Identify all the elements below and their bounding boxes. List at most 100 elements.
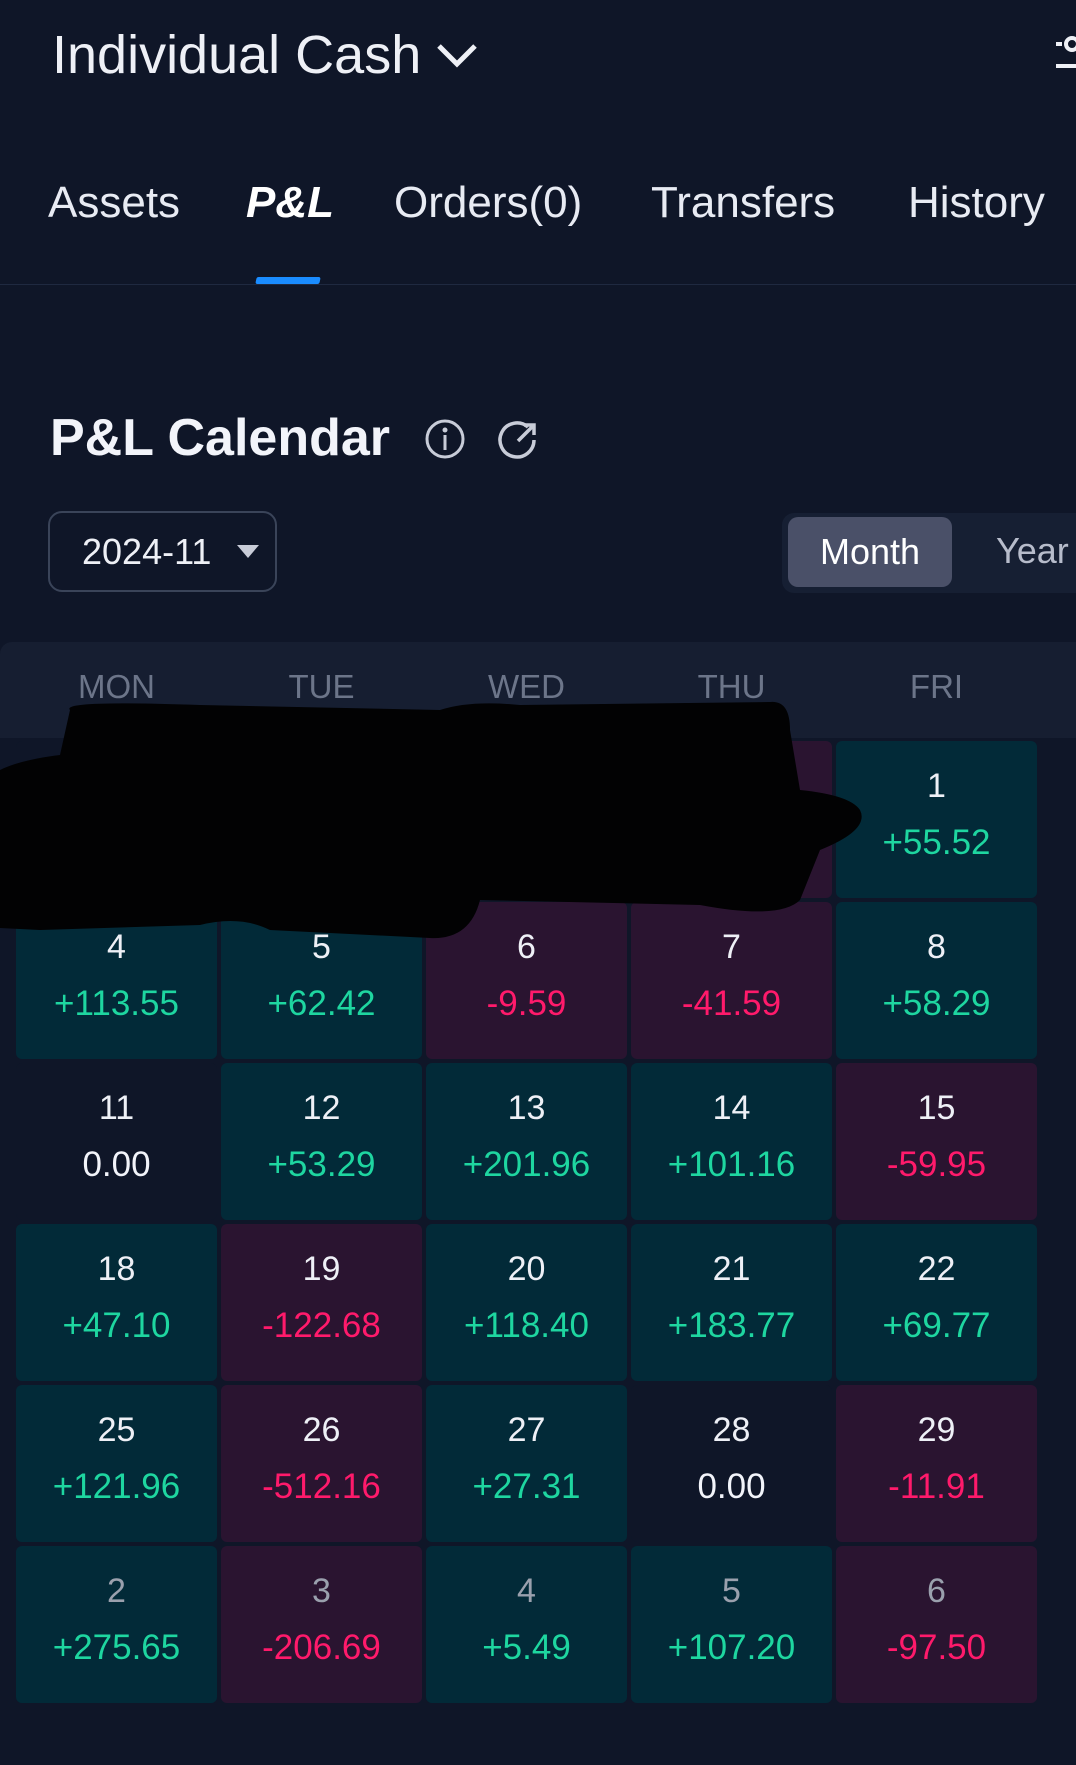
- calendar-day-cell[interactable]: 12 +53.29: [221, 1063, 422, 1220]
- account-name: Individual Cash: [52, 25, 422, 85]
- calendar-day-cell[interactable]: 4 +5.49: [426, 1546, 627, 1703]
- chevron-down-icon: [437, 44, 478, 68]
- menu-icon[interactable]: [1054, 36, 1076, 76]
- calendar-day-cell[interactable]: 26 -512.16: [221, 1385, 422, 1542]
- month-dropdown[interactable]: 2024-11: [48, 511, 277, 592]
- day-number: 14: [712, 1089, 751, 1127]
- calendar-day-cell[interactable]: 20 +118.40: [426, 1224, 627, 1381]
- weekday-wed: WED: [488, 668, 565, 705]
- year-view-button[interactable]: Year: [996, 530, 1069, 571]
- caret-down-icon: [237, 545, 260, 558]
- calendar-day-cell[interactable]: 2 +275.65: [16, 1546, 217, 1703]
- calendar-day-cell[interactable]: 11 0.00: [16, 1063, 217, 1220]
- pnl-calendar-title: P&L Calendar: [50, 409, 391, 467]
- redaction-overlay: [0, 701, 862, 939]
- calendar-day-cell[interactable]: 1 +55.52: [836, 741, 1037, 898]
- calendar-day-cell[interactable]: 3 -206.69: [221, 1546, 422, 1703]
- day-pnl-value: 0.00: [697, 1467, 766, 1506]
- calendar-day-cell[interactable]: 8 +58.29: [836, 902, 1037, 1059]
- day-pnl-value: +5.49: [482, 1628, 571, 1667]
- calendar-day-cell[interactable]: 22 +69.77: [836, 1224, 1037, 1381]
- day-number: 29: [917, 1411, 956, 1449]
- active-tab-indicator: [255, 277, 321, 284]
- day-number: 20: [507, 1250, 546, 1288]
- day-number: 4: [517, 1572, 536, 1610]
- selected-month: 2024-11: [82, 530, 212, 572]
- day-pnl-value: -41.59: [681, 984, 782, 1023]
- day-pnl-value: +118.40: [464, 1306, 589, 1345]
- calendar-day-cell[interactable]: 28 0.00: [631, 1385, 832, 1542]
- day-number: 18: [97, 1250, 136, 1288]
- day-pnl-value: +47.10: [62, 1306, 171, 1345]
- day-pnl-value: +55.52: [882, 823, 991, 862]
- day-pnl-value: +121.96: [52, 1467, 181, 1506]
- day-number: 1: [927, 767, 946, 805]
- day-pnl-value: +113.55: [54, 984, 179, 1023]
- day-pnl-value: +69.77: [882, 1306, 991, 1345]
- day-pnl-value: -11.91: [888, 1467, 985, 1506]
- day-number: 7: [722, 928, 741, 966]
- day-number: 8: [927, 928, 946, 966]
- day-pnl-value: 0.00: [82, 1145, 151, 1184]
- calendar-day-cell[interactable]: 13 +201.96: [426, 1063, 627, 1220]
- day-pnl-value: +53.29: [267, 1145, 376, 1184]
- day-pnl-value: +183.77: [667, 1306, 796, 1345]
- day-pnl-value: +27.31: [472, 1467, 581, 1506]
- month-view-button[interactable]: Month: [788, 517, 952, 587]
- calendar-day-cell[interactable]: 29 -11.91: [836, 1385, 1037, 1542]
- day-pnl-value: -206.69: [262, 1628, 381, 1667]
- day-number: 21: [712, 1250, 751, 1288]
- day-number: 27: [507, 1411, 546, 1449]
- calendar-day-cell[interactable]: 18 +47.10: [16, 1224, 217, 1381]
- day-number: 5: [722, 1572, 741, 1610]
- day-number: 15: [917, 1089, 956, 1127]
- weekday-tue: TUE: [288, 668, 355, 705]
- calendar-day-cell[interactable]: 5 +107.20: [631, 1546, 832, 1703]
- day-pnl-value: -122.68: [262, 1306, 381, 1345]
- account-selector[interactable]: Individual Cash: [52, 24, 479, 86]
- day-pnl-value: -97.50: [886, 1628, 987, 1667]
- day-pnl-value: +58.29: [882, 984, 991, 1023]
- day-number: 3: [312, 1572, 331, 1610]
- tab-orders[interactable]: Orders(0): [394, 178, 583, 227]
- weekday-mon: MON: [78, 668, 155, 705]
- day-pnl-value: +62.42: [267, 984, 376, 1023]
- calendar-day-cell[interactable]: 27 +27.31: [426, 1385, 627, 1542]
- day-number: 6: [927, 1572, 946, 1610]
- day-pnl-value: +101.16: [667, 1145, 796, 1184]
- day-pnl-value: +107.20: [667, 1628, 796, 1667]
- day-number: 19: [302, 1250, 341, 1288]
- day-number: 12: [302, 1089, 341, 1127]
- day-number: 13: [507, 1089, 546, 1127]
- day-pnl-value: +275.65: [52, 1628, 181, 1667]
- day-number: 26: [302, 1411, 341, 1449]
- day-number: 6: [517, 928, 536, 966]
- weekday-fri: FRI: [909, 668, 964, 705]
- calendar-day-cell[interactable]: 6 -97.50: [836, 1546, 1037, 1703]
- day-pnl-value: -9.59: [486, 984, 567, 1023]
- day-number: 5: [312, 928, 331, 966]
- tab-history[interactable]: History: [908, 178, 1045, 227]
- day-number: 2: [107, 1572, 126, 1610]
- calendar-day-cell[interactable]: 21 +183.77: [631, 1224, 832, 1381]
- day-pnl-value: -59.95: [886, 1145, 987, 1184]
- info-icon[interactable]: [424, 418, 466, 460]
- share-icon[interactable]: [498, 418, 540, 460]
- tab-assets[interactable]: Assets: [48, 178, 181, 227]
- weekday-thu: THU: [697, 668, 766, 705]
- day-number: 22: [917, 1250, 956, 1288]
- day-number: 28: [712, 1411, 751, 1449]
- calendar-day-cell[interactable]: 19 -122.68: [221, 1224, 422, 1381]
- calendar-day-cell[interactable]: 25 +121.96: [16, 1385, 217, 1542]
- tab-pnl[interactable]: P&L: [246, 178, 334, 227]
- day-pnl-value: +201.96: [462, 1145, 591, 1184]
- calendar-day-cell[interactable]: 15 -59.95: [836, 1063, 1037, 1220]
- calendar-day-cell[interactable]: 7 -41.59: [631, 902, 832, 1059]
- day-number: 11: [98, 1089, 135, 1127]
- calendar-day-cell[interactable]: 14 +101.16: [631, 1063, 832, 1220]
- day-number: 4: [107, 928, 126, 966]
- divider: [0, 284, 1076, 285]
- day-number: 25: [97, 1411, 136, 1449]
- day-pnl-value: -512.16: [262, 1467, 381, 1506]
- tab-transfers[interactable]: Transfers: [651, 178, 836, 227]
